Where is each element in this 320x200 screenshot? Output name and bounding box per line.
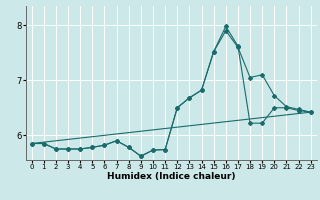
X-axis label: Humidex (Indice chaleur): Humidex (Indice chaleur) [107,172,236,181]
